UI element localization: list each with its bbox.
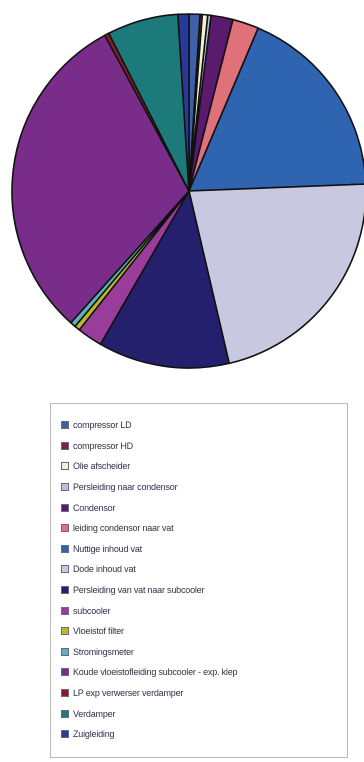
legend-swatch [61, 709, 69, 718]
legend-swatch [61, 421, 69, 430]
legend-label: Koude vloeistofleiding subcooler - exp. … [73, 667, 238, 678]
legend-item: Dode inhoud vat [61, 559, 347, 580]
legend-label: Dode inhoud vat [73, 564, 136, 575]
legend-swatch [61, 462, 69, 471]
legend-item: Persleiding van vat naar subcooler [61, 580, 347, 601]
legend-list: compressor LD compressor HD Olie afschei… [51, 404, 347, 745]
legend-label: Nuttige inhoud vat [73, 543, 142, 554]
legend-label: Stromingsmeter [73, 646, 134, 657]
legend-label: Persleiding naar condensor [73, 482, 178, 493]
pie-slices [11, 13, 364, 369]
legend-item: Olie afscheider [61, 456, 347, 477]
legend-item: compressor HD [61, 436, 347, 457]
pie-slice [99, 190, 230, 369]
legend-swatch [61, 647, 69, 656]
legend-label: Verdamper [73, 708, 116, 719]
legend-swatch [61, 565, 69, 574]
legend-swatch [61, 627, 69, 636]
legend-label: subcooler [73, 605, 111, 616]
legend-item: Persleiding naar condensor [61, 477, 347, 498]
legend: compressor LD compressor HD Olie afschei… [50, 403, 348, 758]
legend-label: compressor HD [73, 440, 133, 451]
legend-label: Persleiding van vat naar subcooler [73, 585, 205, 596]
legend-swatch [61, 524, 69, 533]
legend-swatch [61, 544, 69, 553]
legend-item: LP exp verwerser verdamper [61, 683, 347, 704]
legend-label: Vloeistof filter [73, 626, 124, 637]
legend-swatch [61, 668, 69, 677]
legend-label: Olie afscheider [73, 461, 131, 472]
legend-item: Stromingsmeter [61, 642, 347, 663]
legend-item: Nuttige inhoud vat [61, 539, 347, 560]
legend-swatch [61, 586, 69, 595]
legend-swatch [61, 606, 69, 615]
pie-slice [188, 183, 364, 365]
legend-item: Koude vloeistofleiding subcooler - exp. … [61, 662, 347, 683]
legend-item: compressor LD [61, 415, 347, 436]
legend-item: leiding condensor naar vat [61, 518, 347, 539]
legend-item: Verdamper [61, 703, 347, 724]
pie-chart [11, 13, 364, 369]
legend-swatch [61, 689, 69, 698]
legend-item: subcooler [61, 600, 347, 621]
legend-label: Zuigleiding [73, 729, 115, 740]
legend-item: Zuigleiding [61, 724, 347, 745]
legend-swatch [61, 483, 69, 492]
legend-swatch [61, 730, 69, 739]
legend-label: LP exp verwerser verdamper [73, 688, 184, 699]
legend-swatch [61, 441, 69, 450]
legend-label: compressor LD [73, 420, 132, 431]
legend-item: Condensor [61, 497, 347, 518]
legend-label: leiding condensor naar vat [73, 523, 174, 534]
legend-item: Vloeistof filter [61, 621, 347, 642]
pie-slice [11, 34, 190, 324]
legend-swatch [61, 503, 69, 512]
legend-label: Condensor [73, 502, 116, 513]
pie-slice [177, 13, 190, 192]
pie-slice [188, 27, 364, 192]
